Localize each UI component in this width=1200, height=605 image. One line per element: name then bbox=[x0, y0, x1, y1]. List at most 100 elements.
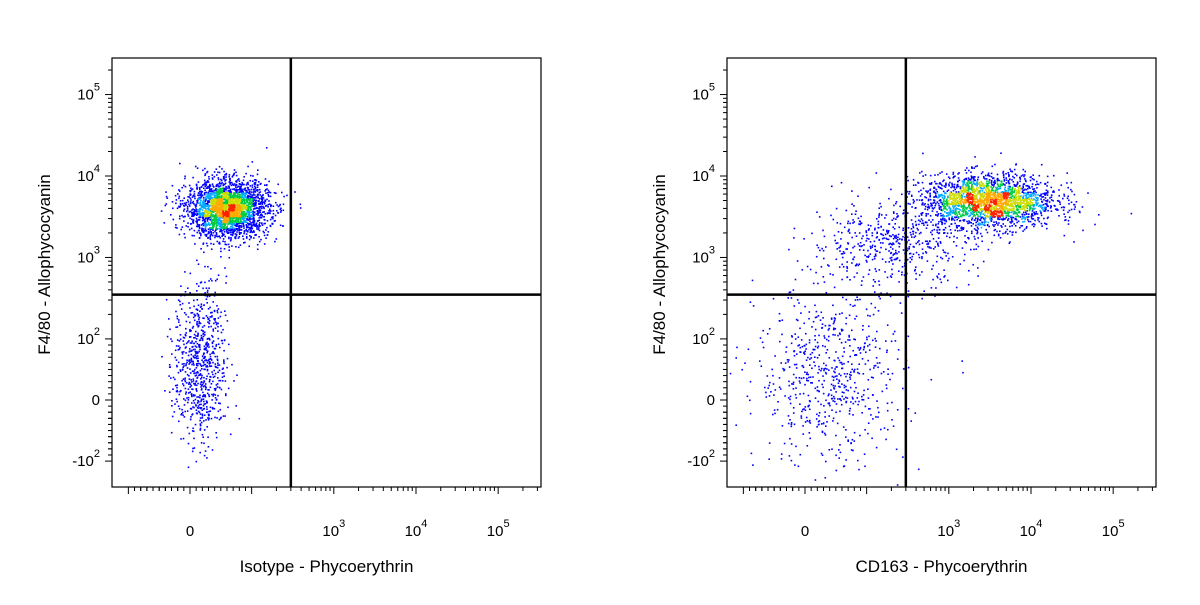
event-dot bbox=[945, 252, 947, 254]
event-dot bbox=[789, 438, 791, 440]
event-dot bbox=[866, 232, 868, 234]
event-dot bbox=[847, 390, 849, 392]
event-dot bbox=[998, 234, 1000, 236]
event-dot bbox=[203, 377, 205, 379]
event-dot bbox=[857, 404, 859, 406]
event-dot bbox=[902, 213, 904, 215]
event-dot bbox=[821, 248, 823, 250]
event-dot bbox=[1024, 174, 1026, 176]
event-dot bbox=[766, 396, 768, 398]
event-dot bbox=[262, 201, 264, 203]
event-dot bbox=[195, 341, 197, 343]
event-dot bbox=[858, 363, 860, 365]
event-dot bbox=[823, 405, 825, 407]
event-dot bbox=[918, 254, 920, 256]
event-dot bbox=[930, 175, 932, 177]
event-dot bbox=[822, 317, 824, 319]
event-dot bbox=[226, 231, 228, 233]
event-dot bbox=[902, 456, 904, 458]
event-dot bbox=[188, 316, 190, 318]
event-dot bbox=[275, 192, 277, 194]
event-dot bbox=[856, 235, 858, 237]
event-dot bbox=[911, 228, 913, 230]
event-dot bbox=[1094, 224, 1096, 226]
event-dot bbox=[948, 189, 950, 191]
event-dot bbox=[209, 379, 211, 381]
event-dot bbox=[805, 421, 807, 423]
event-dot bbox=[855, 401, 857, 403]
event-dot bbox=[210, 326, 212, 328]
event-dot bbox=[928, 200, 930, 202]
event-dot bbox=[842, 396, 844, 398]
event-dot bbox=[844, 387, 846, 389]
event-dot bbox=[227, 358, 229, 360]
event-dot bbox=[942, 249, 944, 251]
event-dot bbox=[185, 291, 187, 293]
event-dot bbox=[207, 220, 209, 222]
event-dot bbox=[961, 227, 963, 229]
event-dot bbox=[980, 233, 982, 235]
event-dot bbox=[763, 347, 765, 349]
event-dot bbox=[854, 318, 856, 320]
event-dot bbox=[214, 176, 216, 178]
event-dot bbox=[877, 362, 879, 364]
event-dot bbox=[842, 253, 844, 255]
event-dot bbox=[187, 226, 189, 228]
event-dot bbox=[851, 449, 853, 451]
event-dot bbox=[207, 389, 209, 391]
event-dot bbox=[238, 247, 240, 249]
event-dot bbox=[211, 280, 213, 282]
event-dot bbox=[203, 362, 205, 364]
event-dot bbox=[211, 371, 213, 373]
event-dot bbox=[825, 461, 827, 463]
event-dot bbox=[983, 176, 985, 178]
event-dot bbox=[218, 208, 220, 210]
event-dot bbox=[276, 238, 278, 240]
event-dot bbox=[175, 326, 177, 328]
event-dot bbox=[804, 345, 806, 347]
event-dot bbox=[230, 221, 232, 223]
event-dot bbox=[789, 366, 791, 368]
event-dot bbox=[194, 447, 196, 449]
event-dot bbox=[183, 438, 185, 440]
event-dot bbox=[1063, 194, 1065, 196]
event-dot bbox=[250, 196, 252, 198]
event-dot bbox=[834, 398, 836, 400]
event-dot bbox=[205, 450, 207, 452]
event-dot bbox=[223, 361, 225, 363]
event-dot bbox=[191, 381, 193, 383]
event-dot bbox=[184, 178, 186, 180]
event-dot bbox=[943, 269, 945, 271]
event-dot bbox=[1011, 171, 1013, 173]
event-dot bbox=[798, 336, 800, 338]
event-dot bbox=[207, 200, 209, 202]
event-dot bbox=[222, 185, 224, 187]
event-dot bbox=[270, 196, 272, 198]
event-dot bbox=[183, 205, 185, 207]
event-dot bbox=[840, 246, 842, 248]
event-dot bbox=[1014, 169, 1016, 171]
event-dot bbox=[929, 194, 931, 196]
event-dot bbox=[851, 262, 853, 264]
event-dot bbox=[254, 211, 256, 213]
event-dot bbox=[883, 237, 885, 239]
event-dot bbox=[185, 347, 187, 349]
event-dot bbox=[863, 390, 865, 392]
event-dot bbox=[891, 269, 893, 271]
event-dot bbox=[919, 172, 921, 174]
event-dot bbox=[280, 225, 282, 227]
event-dot bbox=[941, 188, 943, 190]
event-dot bbox=[228, 215, 230, 217]
event-dot bbox=[934, 229, 936, 231]
event-dot bbox=[250, 185, 252, 187]
event-dot bbox=[1069, 217, 1071, 219]
event-dot bbox=[206, 235, 208, 237]
event-dot bbox=[217, 326, 219, 328]
event-dot bbox=[202, 195, 204, 197]
event-dot bbox=[188, 375, 190, 377]
event-dot bbox=[217, 184, 219, 186]
event-dot bbox=[865, 406, 867, 408]
event-dot bbox=[909, 191, 911, 193]
event-dot bbox=[834, 401, 836, 403]
event-dot bbox=[1073, 241, 1075, 243]
